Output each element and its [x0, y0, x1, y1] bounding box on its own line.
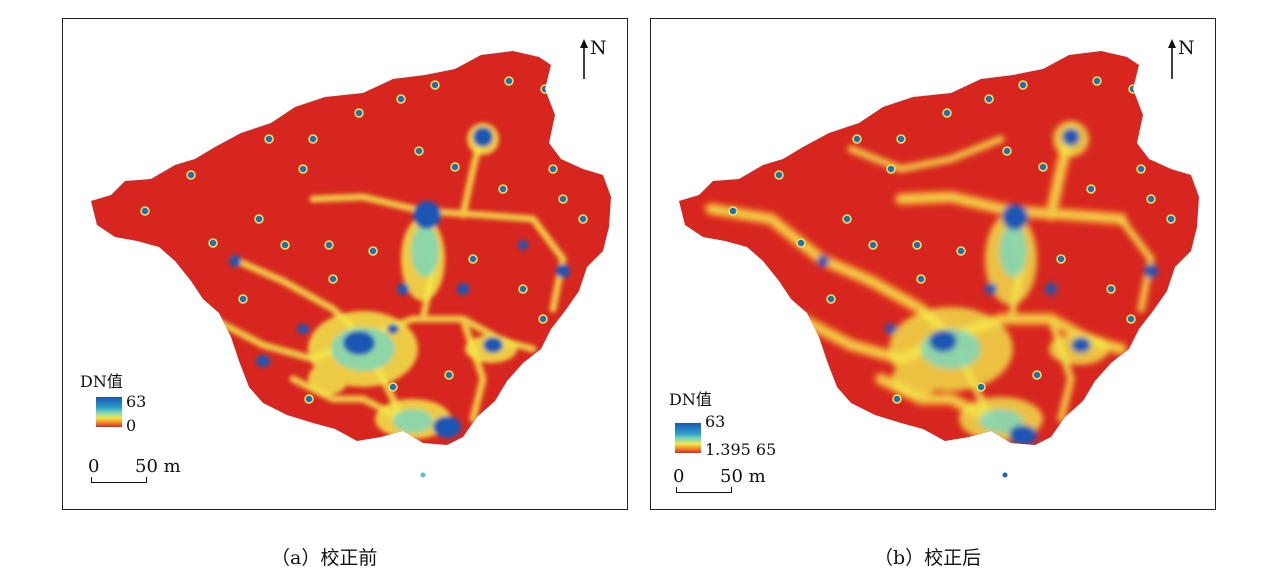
scale-end-label: 50 m	[135, 456, 181, 477]
scale-bar-line	[91, 477, 147, 483]
light-corridors	[704, 121, 1158, 445]
nightlight-map	[679, 51, 1199, 478]
legend: DN值 63 1.395 65	[669, 391, 789, 459]
scale-bar: 0 50 m	[673, 466, 796, 497]
north-label: N	[1178, 37, 1195, 59]
scale-bar: 0 50 m	[88, 456, 211, 487]
caption-after: （b）校正后	[874, 547, 982, 569]
legend-max-value: 63	[705, 412, 726, 431]
island-light	[1002, 472, 1008, 478]
north-arrow-icon	[1168, 39, 1176, 79]
legend-title: DN值	[669, 390, 712, 409]
nightlight-map	[91, 51, 611, 478]
north-arrow: N	[1167, 37, 1201, 97]
caption-before: （a）校正前	[271, 547, 378, 569]
north-arrow-icon	[580, 39, 588, 79]
light-corridors	[209, 123, 570, 439]
scale-end-label: 50 m	[720, 466, 766, 487]
scale-start-label: 0	[673, 466, 685, 487]
map-panel-after: N DN值 63 1.395 65 0 50 m	[650, 18, 1216, 510]
legend-title: DN值	[80, 372, 123, 391]
legend: DN值 63 0	[80, 373, 160, 439]
map-panel-before: N DN值 63 0 0 50 m	[62, 18, 628, 510]
north-arrow: N	[579, 37, 613, 97]
north-label: N	[590, 37, 607, 59]
legend-min-value: 0	[126, 416, 137, 435]
legend-color-ramp	[675, 423, 701, 453]
legend-min-value: 1.395 65	[705, 440, 777, 459]
legend-color-ramp	[96, 397, 122, 427]
legend-max-value: 63	[126, 392, 147, 411]
island-light	[420, 472, 426, 478]
scale-start-label: 0	[88, 456, 100, 477]
scale-bar-line	[676, 487, 732, 493]
